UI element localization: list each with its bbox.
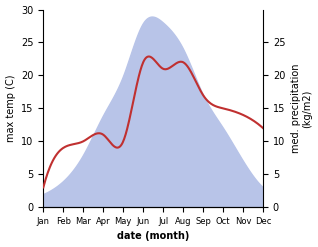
X-axis label: date (month): date (month) — [117, 231, 190, 242]
Y-axis label: max temp (C): max temp (C) — [5, 75, 16, 142]
Y-axis label: med. precipitation
(kg/m2): med. precipitation (kg/m2) — [291, 64, 313, 153]
